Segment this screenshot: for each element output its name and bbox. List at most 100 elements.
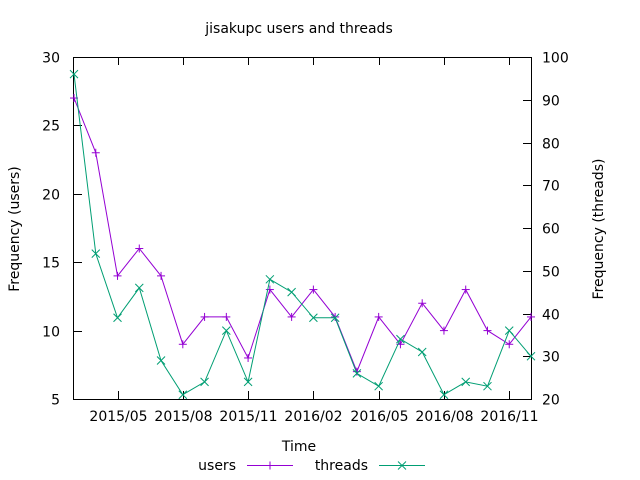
- marker-stroke: [134, 283, 144, 293]
- data-point-users: [157, 271, 166, 280]
- data-point-threads: [156, 356, 166, 365]
- marker-stroke: [526, 351, 536, 361]
- marker-stroke: [352, 368, 362, 378]
- x-tick-label: 2016/02: [284, 409, 342, 425]
- data-point-threads: [265, 274, 275, 284]
- legend: users threads: [198, 458, 425, 474]
- marker-stroke: [221, 326, 231, 335]
- data-point-threads: [113, 313, 122, 323]
- data-point-threads: [374, 381, 384, 391]
- marker-stroke: [200, 377, 209, 387]
- data-point-users: [331, 312, 340, 321]
- marker-stroke: [396, 334, 405, 344]
- data-point-users: [265, 285, 274, 294]
- y-left-tick-label: 5: [51, 393, 60, 409]
- marker-stroke: [374, 381, 384, 391]
- series-line-users: [73, 97, 532, 373]
- data-point-threads: [200, 377, 209, 387]
- marker-stroke: [417, 347, 427, 357]
- x-tick-label: 2016/08: [415, 409, 473, 425]
- marker-stroke: [91, 249, 101, 259]
- plot-frame: [73, 57, 532, 400]
- marker-stroke: [113, 313, 122, 323]
- legend-marker-users: [266, 461, 274, 470]
- x-tick-label: 2016/11: [480, 409, 538, 425]
- y-left-tick-label: 20: [42, 188, 60, 204]
- data-point-threads: [526, 351, 536, 361]
- marker-stroke: [265, 274, 275, 284]
- data-point-users: [527, 312, 535, 321]
- data-point-users: [222, 312, 231, 321]
- marker-stroke: [243, 377, 253, 387]
- data-point-threads: [417, 347, 427, 357]
- data-point-threads: [330, 313, 340, 323]
- data-point-users: [200, 312, 209, 321]
- y-right-tick-label: 30: [542, 350, 560, 366]
- marker-stroke: [178, 390, 188, 400]
- y-left-tick-label: 25: [42, 119, 60, 135]
- data-point-users: [505, 340, 514, 349]
- data-point-users: [352, 367, 361, 376]
- data-point-users: [91, 148, 100, 157]
- y-right-tick-label: 100: [542, 51, 569, 67]
- data-point-users: [113, 271, 122, 280]
- y-left-tick-label: 30: [42, 51, 60, 67]
- y-right-tick-label: 90: [542, 94, 560, 110]
- series-line-threads: [73, 74, 532, 396]
- data-point-threads: [309, 313, 318, 323]
- data-point-threads: [69, 69, 79, 79]
- data-point-users: [439, 326, 448, 335]
- data-point-threads: [287, 287, 296, 297]
- x-tick-label: 2015/11: [219, 409, 277, 425]
- data-point-threads: [439, 390, 449, 400]
- data-point-users: [418, 299, 427, 308]
- x-tick-label: 2015/05: [89, 409, 147, 425]
- data-point-threads: [461, 377, 471, 387]
- marker-stroke: [287, 287, 296, 297]
- y-right-tick-label: 60: [542, 222, 560, 238]
- y-right-tick-label: 50: [542, 265, 560, 281]
- y-right-tick-label: 80: [542, 137, 560, 153]
- marker-stroke: [504, 326, 514, 335]
- y-right-tick-label: 20: [542, 393, 560, 409]
- marker-stroke: [483, 381, 492, 391]
- marker-stroke: [69, 69, 79, 79]
- data-point-users: [244, 353, 253, 362]
- y-left-tick-label: 15: [42, 256, 60, 272]
- x-tick-label: 2015/08: [154, 409, 212, 425]
- x-axis-label: Time: [281, 439, 316, 455]
- data-point-users: [309, 285, 318, 294]
- data-point-threads: [134, 283, 144, 293]
- legend-marker-threads: [397, 461, 407, 470]
- data-point-threads: [483, 381, 492, 391]
- data-point-threads: [178, 390, 188, 400]
- marker-stroke: [439, 390, 449, 400]
- data-point-users: [178, 340, 187, 349]
- legend-label-threads: threads: [315, 458, 368, 474]
- data-point-users: [287, 312, 296, 321]
- marker-stroke: [156, 356, 166, 365]
- data-point-threads: [396, 334, 405, 344]
- marker-stroke: [397, 461, 407, 470]
- y-left-tick-label: 10: [42, 325, 60, 341]
- data-point-users: [374, 312, 383, 321]
- legend-label-users: users: [198, 458, 236, 474]
- x-tick-label: 2016/05: [350, 409, 408, 425]
- data-point-users: [135, 244, 144, 253]
- y-axis-left-label: Frequency (users): [7, 166, 23, 292]
- data-point-threads: [504, 326, 514, 335]
- chart-title: jisakupc users and threads: [204, 21, 393, 37]
- marker-stroke: [309, 313, 318, 323]
- series-layer: [69, 69, 536, 400]
- data-point-threads: [221, 326, 231, 335]
- marker-stroke: [330, 313, 340, 323]
- y-right-tick-label: 70: [542, 179, 560, 195]
- data-point-threads: [91, 249, 101, 259]
- data-point-users: [461, 285, 470, 294]
- y-right-tick-label: 40: [542, 308, 560, 324]
- ticks-layer: 5 10 15 20 25 30 20 30 40 50 60 70 80 90 100 2015/05 201…: [42, 51, 569, 426]
- data-point-users: [483, 326, 492, 335]
- y-axis-right-label: Frequency (threads): [591, 159, 607, 300]
- data-point-threads: [352, 368, 362, 378]
